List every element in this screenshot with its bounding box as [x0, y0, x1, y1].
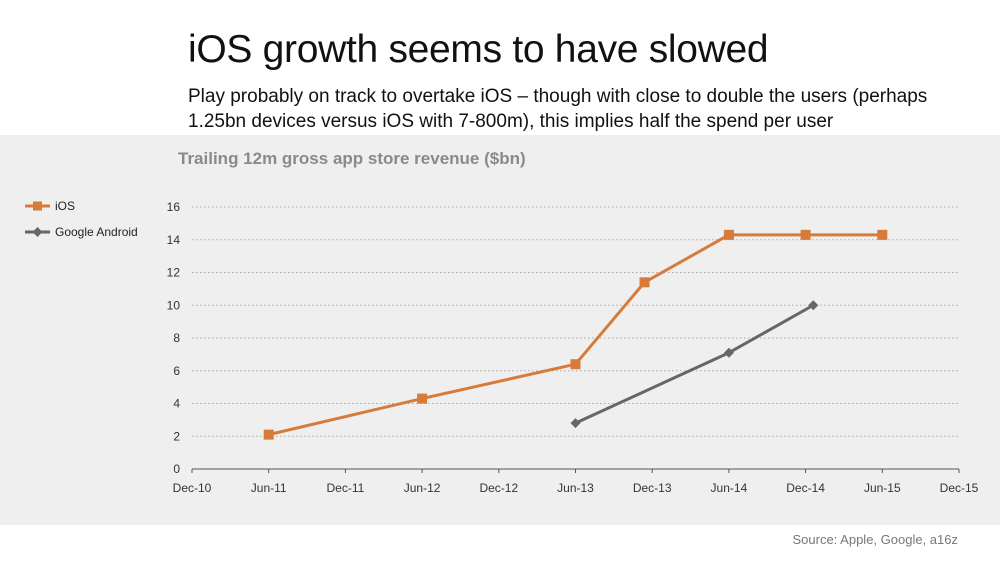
x-tick-label: Jun-15	[864, 481, 901, 495]
legend-marker-android	[32, 227, 43, 237]
x-tick-label: Dec-15	[940, 481, 979, 495]
legend-marker-ios	[33, 201, 42, 211]
ios-data-point	[639, 277, 650, 288]
revenue-line-chart: Trailing 12m gross app store revenue ($b…	[25, 149, 979, 495]
series-line-0	[268, 233, 883, 437]
x-tick-label: Jun-12	[404, 481, 441, 495]
y-tick-label: 0	[173, 462, 180, 476]
ios-data-point	[723, 229, 734, 240]
source-note: Source: Apple, Google, a16z	[792, 532, 958, 547]
y-tick-label: 8	[173, 331, 180, 345]
y-tick-label: 12	[167, 266, 181, 280]
x-tick-label: Dec-13	[633, 481, 672, 495]
x-tick-label: Jun-14	[711, 481, 748, 495]
y-tick-label: 14	[167, 233, 181, 247]
ios-data-point	[263, 429, 274, 440]
y-tick-label: 2	[173, 429, 180, 443]
slide-title: iOS growth seems to have slowed	[188, 28, 769, 71]
legend-label: Google Android	[55, 225, 138, 239]
x-tick-label: Dec-14	[786, 481, 825, 495]
slide-subtitle: Play probably on track to overtake iOS –…	[188, 86, 928, 132]
y-tick-label: 6	[173, 364, 180, 378]
x-tick-label: Jun-13	[557, 481, 594, 495]
x-tick-label: Dec-11	[327, 481, 365, 495]
legend-label: iOS	[55, 199, 75, 213]
x-tick-label: Jun-11	[251, 481, 287, 495]
x-tick-label: Dec-12	[479, 481, 518, 495]
android-data-point	[570, 418, 581, 429]
chart-title: Trailing 12m gross app store revenue ($b…	[178, 149, 526, 168]
android-data-point	[723, 347, 734, 358]
y-tick-label: 16	[167, 200, 181, 214]
ios-data-point	[800, 229, 811, 240]
y-tick-label: 10	[167, 298, 181, 312]
x-tick-label: Dec-10	[173, 481, 212, 495]
ios-data-point	[570, 359, 581, 370]
android-data-point	[808, 300, 819, 311]
y-tick-label: 4	[173, 397, 180, 411]
chart-panel: Trailing 12m gross app store revenue ($b…	[0, 135, 1000, 525]
ios-data-point	[417, 393, 428, 404]
ios-data-point	[877, 229, 888, 240]
